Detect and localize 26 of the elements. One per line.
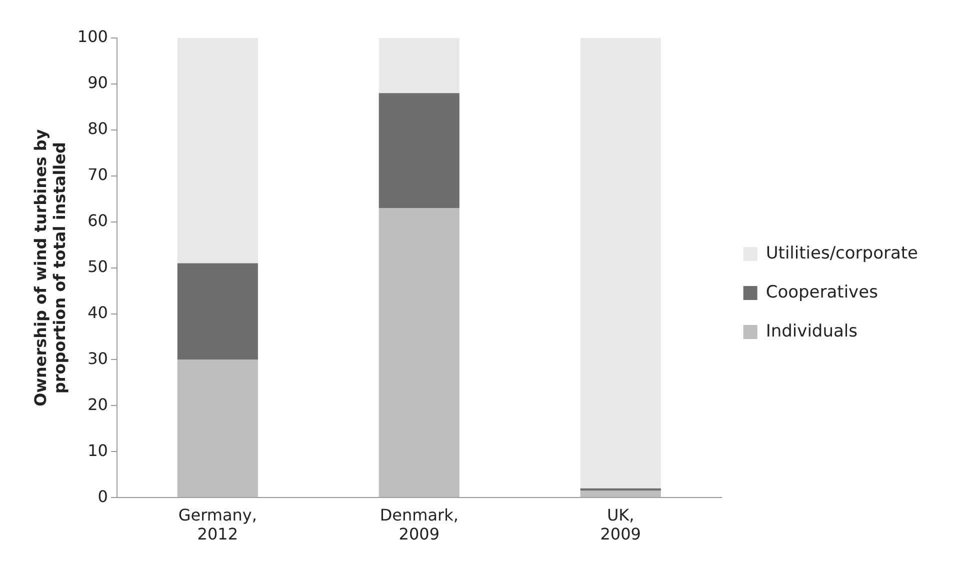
bar: [177, 38, 258, 264]
y-tick-label: 80: [88, 119, 108, 138]
legend-label: Cooperatives: [766, 282, 878, 302]
x-tick-label: Germany, 2012: [178, 505, 257, 544]
legend-label: Individuals: [766, 321, 858, 342]
x-tick-label: UK, 2009: [600, 505, 641, 544]
y-tick-label: 40: [88, 302, 108, 322]
bar: [378, 38, 460, 94]
y-tick-label: 100: [77, 27, 108, 46]
x-tick-label: Denmark, 2009: [380, 505, 458, 544]
bar: [580, 490, 661, 498]
y-tick-label: 20: [88, 394, 108, 414]
legend-label: Utilities/corporate: [766, 243, 918, 264]
bar: [580, 38, 661, 488]
y-tick-label: 70: [88, 165, 108, 184]
y-tick-label: 50: [88, 256, 108, 276]
y-axis-title: Ownership of wind turbines by proportion of total installed: [30, 128, 69, 406]
bar: [177, 263, 258, 360]
y-tick-label: 90: [88, 73, 108, 92]
bar: [378, 208, 460, 498]
bar: [177, 360, 258, 498]
y-tick-label: 60: [88, 210, 108, 230]
y-tick-label: 10: [88, 440, 108, 460]
bar: [378, 93, 460, 208]
y-tick-label: 0: [98, 486, 108, 506]
y-tick-label: 30: [88, 348, 108, 368]
